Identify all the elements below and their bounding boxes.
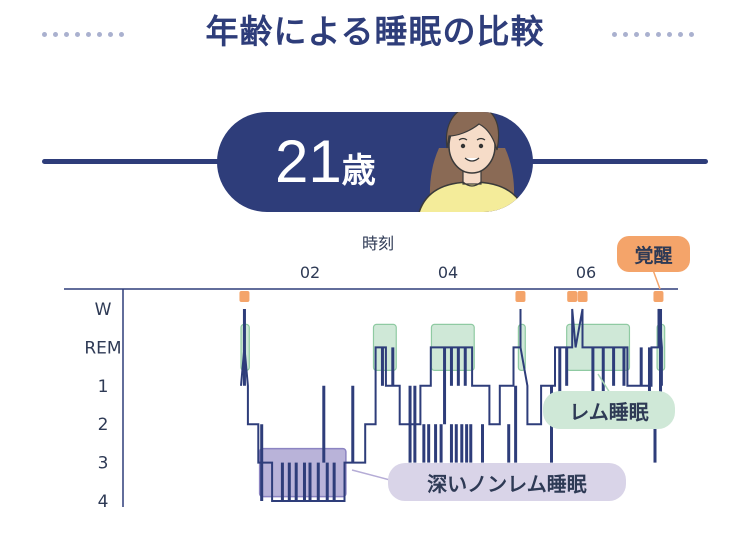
y-level-label: 2 [98,415,109,435]
title-right-dots [612,32,694,37]
wake-marker [567,291,578,302]
title-row: 年齢による睡眠の比較 [0,6,750,58]
y-level-label: W [95,300,112,320]
age-divider-right [528,159,708,164]
y-level-label: 3 [98,454,109,474]
wake-callout-leader [652,269,661,290]
y-level-label: 4 [98,492,109,512]
wake-marker [577,291,588,302]
wake-marker [653,291,664,302]
age-divider-left [42,159,222,164]
rem-callout-leader [597,373,611,394]
sleep-stage-line [240,308,663,502]
x-tick-label: 02 [300,263,320,282]
wake-marker [239,291,250,302]
age-unit: 歳 [341,151,376,191]
title-left-dots [42,32,124,37]
x-axis-title: 時刻 [362,234,394,253]
age-badge: 21歳 [217,112,533,212]
x-tick-label: 06 [576,263,596,282]
y-level-label: 1 [98,377,109,397]
x-tick-label: 04 [438,263,458,282]
deep-callout-leader [351,469,391,481]
deep-nonrem-callout: 深いノンレム睡眠 [388,463,626,501]
age-label: 21歳 [275,124,376,212]
page-title: 年齢による睡眠の比較 [205,12,545,51]
wake-callout: 覚醒 [617,236,690,272]
rem-sleep-callout: レム睡眠 [543,391,675,429]
age-number: 21 [275,128,342,195]
wake-marker [515,291,526,302]
y-level-label: REM [84,338,121,358]
young-woman-icon [418,112,526,212]
